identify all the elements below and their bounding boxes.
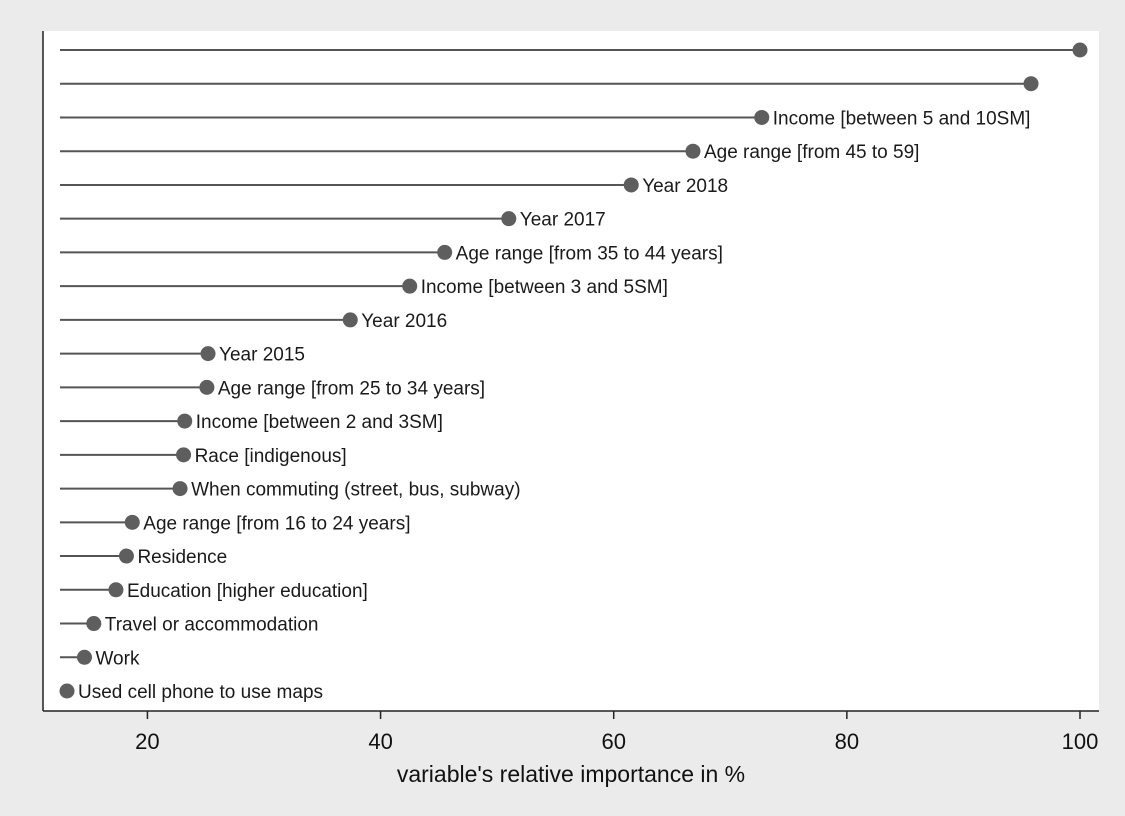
x-axis-title: variable's relative importance in %	[397, 761, 745, 787]
data-point-marker	[1023, 76, 1039, 92]
data-point-label: Year 2015	[219, 345, 305, 366]
x-tick-label: 60	[601, 729, 625, 754]
x-tick-label: 40	[368, 729, 392, 754]
data-point-label: Income [between 3 and 5SM]	[421, 277, 668, 298]
data-point-label: Income [between 2 and 3SM]	[196, 412, 443, 433]
data-point-label: Travel or accommodation	[105, 615, 319, 636]
data-point-label: Age range [from 16 to 24 years]	[143, 513, 410, 534]
data-point-label: Work	[95, 648, 139, 669]
data-point-label: Residence	[137, 547, 227, 568]
stems-group	[60, 49, 1080, 692]
data-point-marker	[108, 582, 124, 598]
point-labels-group: Income [between 5 and 10SM] Age range [fr…	[78, 108, 1030, 703]
x-ticks-group: 20 40 60 80 100	[135, 711, 1098, 754]
data-point-marker	[59, 683, 75, 699]
data-point-marker	[437, 244, 453, 260]
data-point-marker	[172, 481, 188, 497]
data-point-label: Year 2017	[520, 210, 606, 231]
data-point-marker	[76, 649, 92, 665]
x-tick-label: 20	[135, 729, 159, 754]
data-point-marker	[199, 379, 215, 395]
data-point-label: Income [between 5 and 10SM]	[773, 108, 1031, 129]
data-point-marker	[176, 447, 192, 463]
x-tick-label: 80	[835, 729, 859, 754]
data-point-marker	[118, 548, 134, 564]
data-point-marker	[501, 211, 517, 227]
data-point-label: Year 2018	[642, 176, 728, 197]
data-point-marker	[124, 514, 140, 530]
data-point-label: Education [higher education]	[127, 581, 368, 602]
markers-group	[59, 42, 1088, 699]
data-point-marker	[754, 109, 770, 125]
data-point-marker	[623, 177, 639, 193]
data-point-marker	[200, 346, 216, 362]
data-point-marker	[177, 413, 193, 429]
data-point-label: Age range [from 45 to 59]	[704, 142, 919, 163]
data-point-marker	[402, 278, 418, 294]
data-point-marker	[86, 616, 102, 632]
plot-area	[43, 31, 1099, 711]
data-point-marker	[342, 312, 358, 328]
data-point-label: Used cell phone to use maps	[78, 682, 323, 703]
data-point-label: Race [indigenous]	[195, 446, 347, 467]
data-point-label: Year 2016	[361, 311, 447, 332]
data-point-label: When commuting (street, bus, subway)	[191, 480, 520, 501]
data-point-label: Age range [from 25 to 34 years]	[218, 378, 485, 399]
x-tick-label: 100	[1062, 729, 1099, 754]
data-point-marker	[685, 143, 701, 159]
data-point-marker	[1072, 42, 1088, 58]
data-point-label: Age range [from 35 to 44 years]	[456, 243, 723, 264]
